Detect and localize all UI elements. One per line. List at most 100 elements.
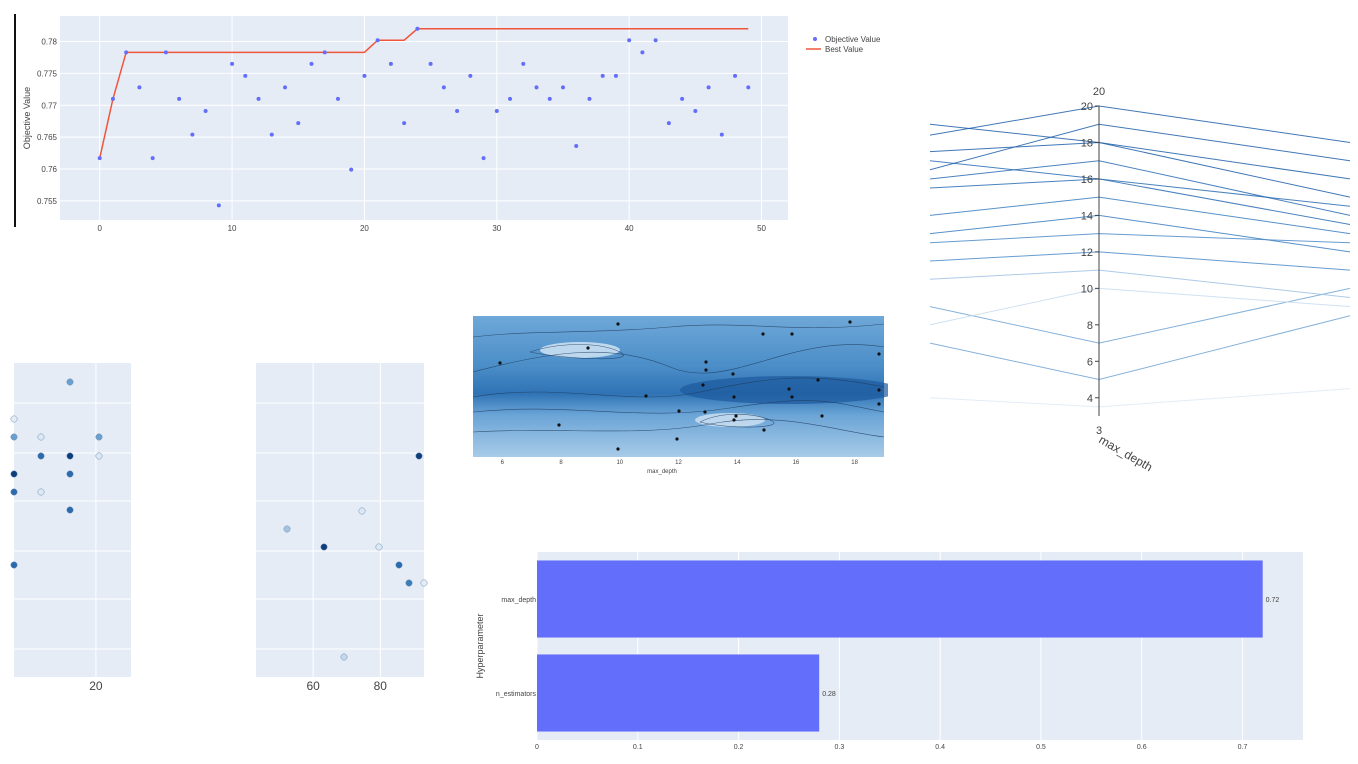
parallel-line: [930, 105, 1350, 143]
objective-point: [613, 73, 618, 78]
legend-objective-label: Objective Value: [825, 35, 881, 44]
objective-point: [428, 61, 433, 66]
objective-point: [521, 61, 526, 66]
slice-point: [405, 579, 413, 587]
parallel-tick-label: 14: [1081, 210, 1093, 222]
objective-point: [706, 85, 711, 90]
objective-point: [666, 121, 671, 126]
slice-point: [66, 506, 74, 514]
contour-xtick-label: 10: [616, 460, 623, 466]
contour-xtick-label: 14: [734, 460, 741, 466]
slice-point: [95, 433, 103, 441]
contour-trial-point: [877, 388, 881, 392]
slice-point: [10, 470, 18, 478]
importance-ylabel: Hyperparameter: [475, 613, 485, 678]
objective-point: [680, 96, 685, 101]
slice-plot-bg: [14, 363, 131, 677]
objective-point: [283, 85, 288, 90]
parallel-tick-label: 6: [1087, 356, 1093, 368]
objective-point: [746, 85, 751, 90]
contour-line: [472, 323, 885, 338]
contour-trial-point: [704, 368, 708, 372]
history-ytick-label: 0.755: [37, 197, 58, 206]
slice-chart-right: 60 80: [256, 363, 428, 693]
contour-trial-point: [848, 320, 852, 324]
importance-xtick-label: 0.2: [734, 744, 744, 751]
slice-point: [415, 452, 423, 460]
objective-point: [309, 61, 314, 66]
objective-point: [230, 61, 235, 66]
optimization-history-chart: 0.755 0.76 0.765 0.77 0.775 0.78 0 10 20 30 40 50 Ob…: [22, 16, 881, 233]
objective-point: [508, 96, 513, 101]
contour-trial-point: [790, 395, 794, 399]
objective-point: [203, 108, 208, 113]
contour-trial-point: [820, 414, 824, 418]
contour-trial-point: [787, 387, 791, 391]
parallel-tick-label: 12: [1081, 247, 1093, 259]
parallel-tick-label: 8: [1087, 320, 1093, 332]
objective-point: [560, 85, 565, 90]
objective-point: [137, 85, 142, 90]
objective-point: [322, 50, 327, 55]
objective-point: [362, 73, 367, 78]
contour-line: [472, 377, 885, 398]
slice-point: [340, 653, 348, 661]
parallel-bottom-label: 3: [1096, 425, 1102, 437]
parallel-line: [930, 287, 1350, 326]
slice-point: [37, 452, 45, 460]
slice-point: [420, 579, 428, 587]
importance-xtick-label: 0.4: [935, 744, 945, 751]
contour-trial-point: [498, 361, 502, 365]
contour-trial-point: [703, 410, 707, 414]
slice-plot-bg: [256, 363, 424, 677]
contour-chart: 6 8 10 12 14 16 18 max_depth: [472, 316, 888, 475]
slice-point: [395, 561, 403, 569]
importance-value-label: 0.72: [1266, 597, 1280, 604]
importance-xtick-label: 0.3: [835, 744, 845, 751]
objective-point: [349, 167, 354, 172]
importance-category-label: max_depth: [501, 597, 536, 604]
contour-line: [472, 344, 885, 374]
history-xtick-label: 10: [228, 224, 237, 233]
history-xtick-label: 40: [625, 224, 634, 233]
contour-xtick-label: 18: [851, 460, 858, 466]
importance-bar: [537, 560, 1263, 638]
contour-trial-point: [616, 447, 620, 451]
contour-trial-point: [677, 409, 681, 413]
history-xtick-label: 20: [360, 224, 369, 233]
slice-point: [37, 433, 45, 441]
objective-point: [216, 203, 221, 208]
importance-xtick-label: 0.5: [1036, 744, 1046, 751]
history-plot-bg: [60, 16, 788, 220]
parallel-line: [930, 160, 1350, 216]
contour-trial-point: [877, 352, 881, 356]
history-xtick-label: 30: [492, 224, 501, 233]
slice-xtick-label: 60: [306, 679, 320, 693]
objective-point: [177, 96, 182, 101]
parallel-tick-label: 20: [1081, 101, 1093, 113]
parallel-axis-title: max_depth: [1097, 432, 1155, 474]
slice-point: [10, 561, 18, 569]
importance-category-label: n_estimators: [496, 691, 537, 698]
importance-xtick-label: 0: [535, 744, 539, 751]
objective-point: [653, 38, 658, 43]
slice-point: [283, 525, 291, 533]
objective-point: [574, 144, 579, 149]
objective-point: [468, 73, 473, 78]
contour-trial-point: [586, 346, 590, 350]
slice-xtick-label: 80: [374, 679, 388, 693]
contour-dark-region: [680, 376, 888, 404]
history-ylabel: Objective Value: [22, 87, 32, 149]
parallel-line: [930, 233, 1350, 244]
slice-point: [37, 488, 45, 496]
objective-point: [534, 85, 539, 90]
objective-point: [256, 96, 261, 101]
importance-value-label: 0.28: [822, 691, 836, 698]
objective-point: [388, 61, 393, 66]
left-edge-line: [14, 14, 16, 227]
objective-point: [124, 50, 129, 55]
parallel-line: [930, 196, 1350, 235]
parallel-line: [930, 214, 1350, 253]
contour-xtick-label: 12: [675, 460, 682, 466]
